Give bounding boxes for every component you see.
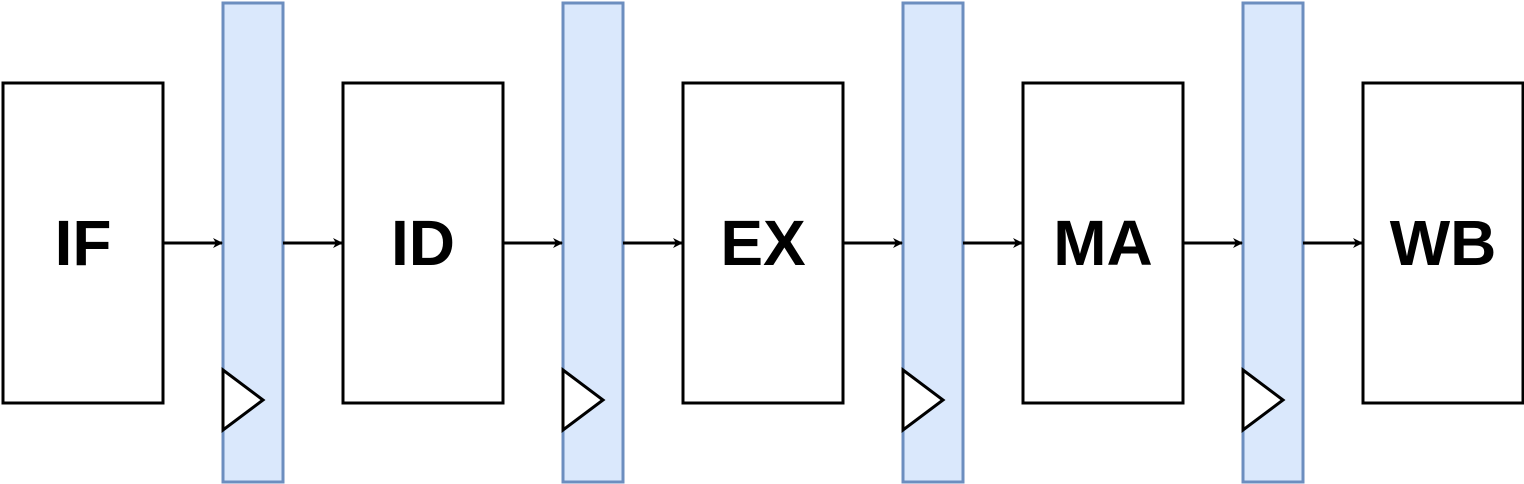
stage-wb: WB (1361, 81, 1524, 405)
pipeline-register-id-ex (561, 1, 625, 484)
stage-wb-label: WB (1390, 207, 1497, 279)
clock-triangle-icon (901, 367, 946, 433)
stage-id: ID (341, 81, 505, 405)
stage-if-box (1, 81, 165, 405)
pipeline-register-ex-ma (901, 1, 965, 484)
clock-triangle-icon (561, 367, 606, 433)
stage-if: IF (1, 81, 165, 405)
clock-triangle-icon (1241, 367, 1286, 433)
pipeline-register-ma-wb (1241, 1, 1305, 484)
stage-id-label: ID (391, 207, 455, 279)
register-bar (1241, 1, 1305, 484)
stage-wb-box (1361, 81, 1524, 405)
stage-ma-box (1021, 81, 1185, 405)
stage-ex-label: EX (720, 207, 806, 279)
stage-ex: EX (681, 81, 845, 405)
stage-id-box (341, 81, 505, 405)
stage-ex-box (681, 81, 845, 405)
stage-ma: MA (1021, 81, 1185, 405)
stage-ma-label: MA (1053, 207, 1153, 279)
stage-if-label: IF (55, 207, 112, 279)
pipeline-register-if-id (221, 1, 285, 484)
clock-triangle-icon (221, 367, 266, 433)
